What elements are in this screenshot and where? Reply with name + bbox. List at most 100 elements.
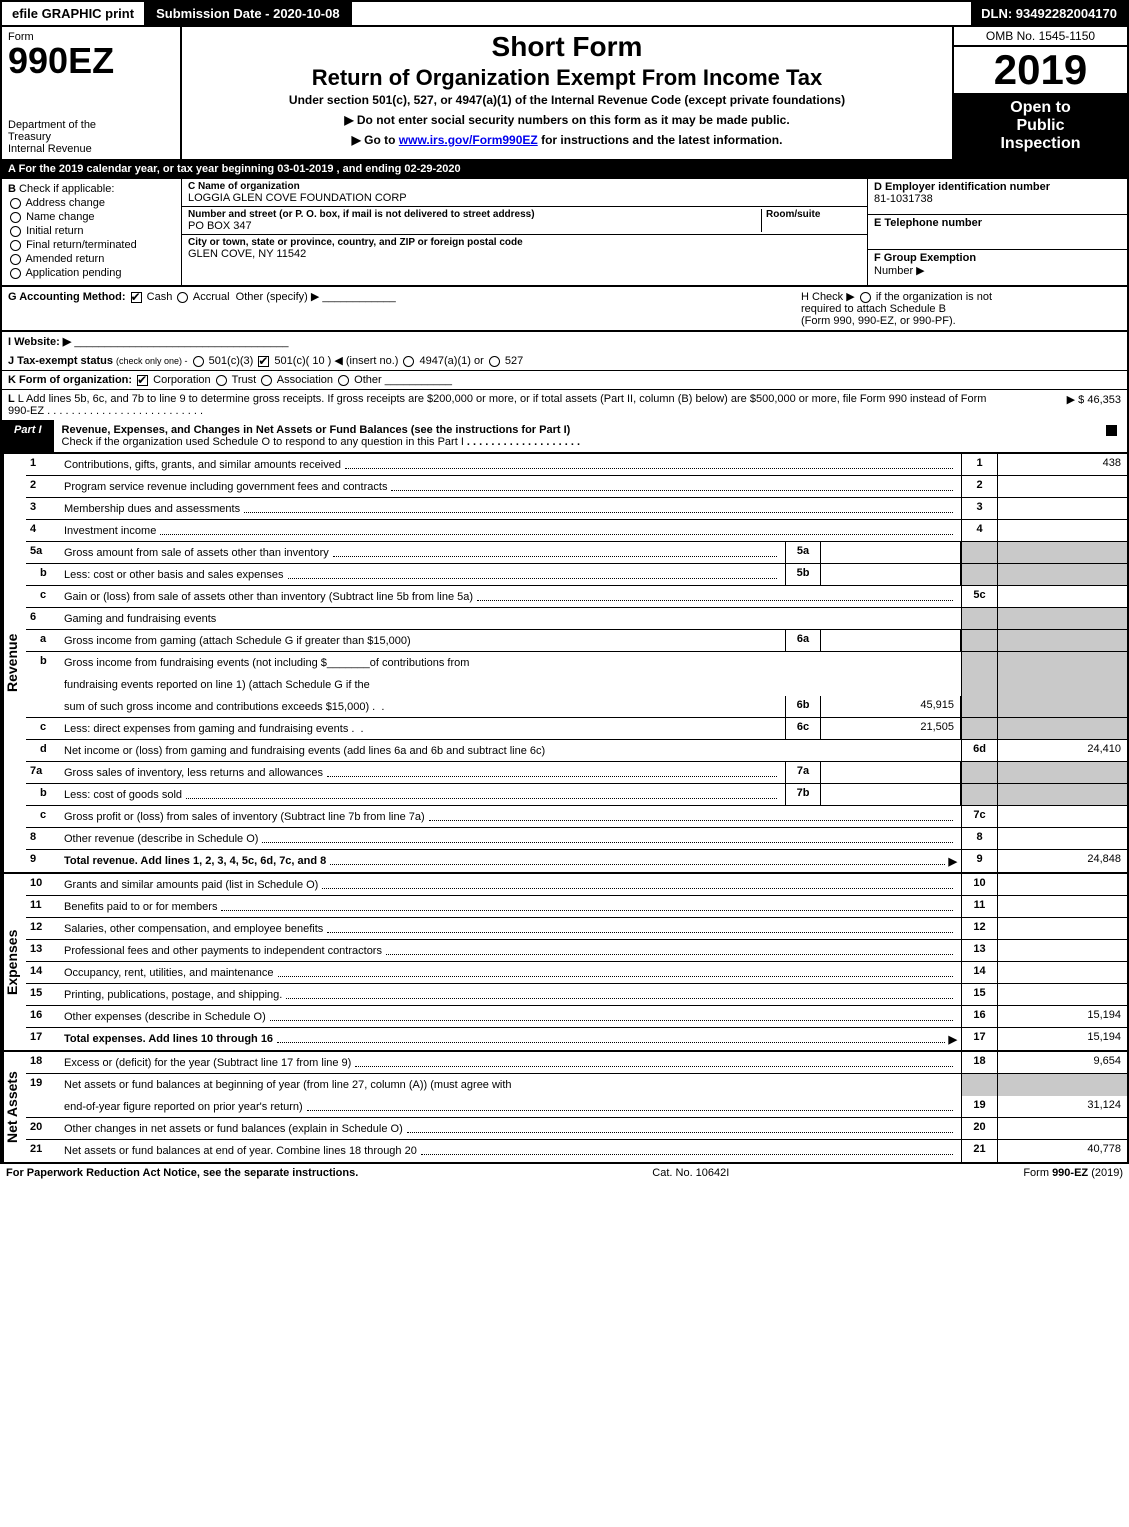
header-left: Form 990EZ Department of the Treasury In… [2, 27, 182, 159]
chk-assoc[interactable] [261, 375, 272, 386]
lbl-k-other: Other [354, 374, 382, 386]
ln2-rn: 2 [961, 476, 997, 497]
h-line3: (Form 990, 990-EZ, or 990-PF). [801, 315, 956, 327]
revenue-side-label: Revenue [2, 454, 26, 872]
ln5a-num: 5a [26, 542, 60, 563]
form-header: Form 990EZ Department of the Treasury In… [0, 25, 1129, 161]
b-title: Check if applicable: [19, 183, 114, 195]
ln6c-rn [961, 718, 997, 739]
omb-number: OMB No. 1545-1150 [954, 27, 1127, 47]
ln10-rv [997, 874, 1127, 895]
open-line1: Open to [958, 99, 1123, 117]
room-label: Room/suite [766, 209, 861, 220]
ln3-num: 3 [26, 498, 60, 519]
chk-amended[interactable] [10, 254, 21, 265]
col-b: B Check if applicable: Address change Na… [2, 179, 182, 285]
ln11-desc: Benefits paid to or for members [64, 901, 217, 913]
ln8-rn: 8 [961, 828, 997, 849]
ln7b-mn: 7b [785, 784, 821, 805]
chk-h[interactable] [860, 292, 871, 303]
ln3-rn: 3 [961, 498, 997, 519]
revenue-table: Revenue 1Contributions, gifts, grants, a… [0, 454, 1129, 874]
ln6c-desc: Less: direct expenses from gaming and fu… [64, 723, 348, 735]
ln6b-rv3 [997, 696, 1127, 717]
chk-corp[interactable] [137, 375, 148, 386]
ln15-rv [997, 984, 1127, 1005]
ln6b-d4: sum of such gross income and contributio… [64, 701, 369, 713]
notice-post: for instructions and the latest informat… [538, 133, 783, 147]
ln18-num: 18 [26, 1052, 60, 1073]
efile-button[interactable]: efile GRAPHIC print [2, 2, 146, 25]
lbl-cash: Cash [147, 291, 173, 303]
ln6c-num: c [26, 718, 60, 739]
ln7a-mn: 7a [785, 762, 821, 783]
ln7b-mv [821, 784, 961, 805]
chk-initial-return[interactable] [10, 226, 21, 237]
notice-ssn: ▶ Do not enter social security numbers o… [188, 113, 946, 127]
ln6a-mv [821, 630, 961, 651]
chk-4947[interactable] [403, 356, 414, 367]
ln16-num: 16 [26, 1006, 60, 1027]
ln7c-rv [997, 806, 1127, 827]
lbl-address-change: Address change [25, 197, 105, 209]
h-pre: H Check ▶ [801, 291, 855, 303]
lbl-final-return: Final return/terminated [26, 239, 137, 251]
chk-accrual[interactable] [177, 292, 188, 303]
ln18-rv: 9,654 [997, 1052, 1127, 1073]
chk-501c[interactable] [258, 356, 269, 367]
topbar-spacer [352, 2, 972, 25]
lbl-name-change: Name change [26, 211, 95, 223]
part1-title: Revenue, Expenses, and Changes in Net As… [54, 420, 1096, 452]
d-label: D Employer identification number [874, 181, 1121, 193]
chk-501c3[interactable] [193, 356, 204, 367]
ln7a-mv [821, 762, 961, 783]
chk-cash[interactable] [131, 292, 142, 303]
ln3-desc: Membership dues and assessments [64, 503, 240, 515]
subtitle: Under section 501(c), 527, or 4947(a)(1)… [188, 93, 946, 107]
tax-year: 2019 [954, 47, 1127, 93]
ln19-num2 [26, 1096, 60, 1117]
ln19-rv1 [997, 1074, 1127, 1096]
ln6-num: 6 [26, 608, 60, 629]
chk-name-change[interactable] [10, 212, 21, 223]
chk-application-pending[interactable] [10, 268, 21, 279]
ln5a-mn: 5a [785, 542, 821, 563]
j-small: (check only one) - [116, 356, 188, 366]
ln7c-desc: Gross profit or (loss) from sales of inv… [64, 811, 425, 823]
ln6c-mv: 21,505 [821, 718, 961, 739]
ln8-rv [997, 828, 1127, 849]
chk-527[interactable] [489, 356, 500, 367]
h-post: if the organization is not [876, 291, 992, 303]
ln6b-d3: fundraising events reported on line 1) (… [64, 679, 370, 691]
chk-trust[interactable] [216, 375, 227, 386]
lbl-other: Other (specify) ▶ [236, 291, 320, 303]
ln13-rv [997, 940, 1127, 961]
ln6b-num: b [26, 652, 60, 674]
ln4-rv [997, 520, 1127, 541]
netassets-side-label: Net Assets [2, 1052, 26, 1162]
e-label: E Telephone number [874, 217, 1121, 229]
lbl-accrual: Accrual [193, 291, 230, 303]
irs-link[interactable]: www.irs.gov/Form990EZ [399, 133, 538, 147]
lbl-initial-return: Initial return [26, 225, 83, 237]
ln7b-rn [961, 784, 997, 805]
footer: For Paperwork Reduction Act Notice, see … [0, 1164, 1129, 1182]
ln14-desc: Occupancy, rent, utilities, and maintena… [64, 967, 274, 979]
chk-k-other[interactable] [338, 375, 349, 386]
c-addr-row: Number and street (or P. O. box, if mail… [182, 207, 867, 235]
chk-schedule-o[interactable] [1106, 425, 1117, 436]
chk-address-change[interactable] [10, 198, 21, 209]
ln6a-rv [997, 630, 1127, 651]
lbl-501c3: 501(c)(3) [209, 355, 254, 367]
ln8-desc: Other revenue (describe in Schedule O) [64, 833, 258, 845]
chk-final-return[interactable] [10, 240, 21, 251]
expenses-side-label: Expenses [2, 874, 26, 1050]
ln6d-desc: Net income or (loss) from gaming and fun… [64, 745, 545, 757]
ln21-desc: Net assets or fund balances at end of ye… [64, 1145, 417, 1157]
ln13-rn: 13 [961, 940, 997, 961]
ln5c-rv [997, 586, 1127, 607]
ln16-rv: 15,194 [997, 1006, 1127, 1027]
submission-date: Submission Date - 2020-10-08 [146, 2, 352, 25]
addr-value: PO BOX 347 [188, 220, 761, 232]
dept-line1: Department of the [8, 119, 174, 131]
